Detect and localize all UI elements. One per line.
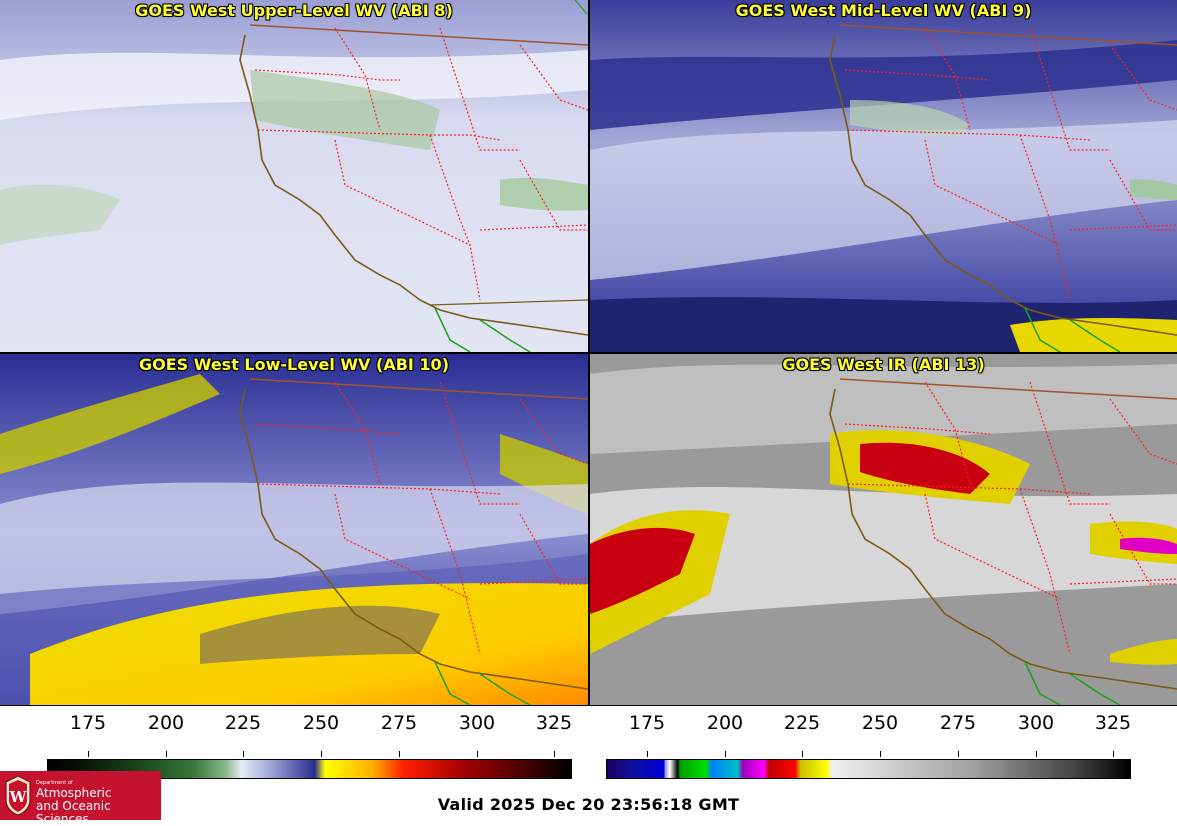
logo-line-1: Department of: [36, 780, 73, 786]
ir-color-scale: [606, 759, 1131, 779]
wv-tick-label: 175: [69, 712, 107, 734]
valid-time: Valid 2025 Dec 20 23:56:18 GMT: [437, 795, 740, 814]
panel-low-wv: GOES West Low-Level WV (ABI 10): [0, 354, 588, 705]
ir-tick-label: 300: [1017, 712, 1055, 734]
wv-tick-mark: [88, 751, 89, 757]
wv-tick-label: 300: [458, 712, 496, 734]
ir-tick-label: 275: [939, 712, 977, 734]
ir-image: [590, 354, 1177, 705]
logo-line-2: Atmospheric and Oceanic Sciences: [36, 787, 161, 826]
wv-tick-mark: [399, 751, 400, 757]
uw-crest-icon: W: [5, 775, 31, 816]
wv-tick-label: 200: [147, 712, 185, 734]
panel-title: GOES West Upper-Level WV (ABI 8): [135, 1, 453, 20]
ir-tick-mark: [1036, 751, 1037, 757]
wv-tick-label: 275: [380, 712, 418, 734]
wv-tick-mark: [243, 751, 244, 757]
wv-tick-mark: [321, 751, 322, 757]
low-wv-image: [0, 354, 588, 705]
ir-tick-mark: [725, 751, 726, 757]
wv-tick-mark: [166, 751, 167, 757]
ir-tick-label: 225: [783, 712, 821, 734]
wv-colorbar: 175 200 225 250 275 300 325: [47, 712, 572, 782]
ir-tick-mark: [802, 751, 803, 757]
ir-tick-mark: [880, 751, 881, 757]
ir-colorbar: 175 200 225 250 275 300 325: [606, 712, 1131, 782]
panel-ir: GOES West IR (ABI 13): [590, 354, 1177, 705]
panel-title: GOES West Mid-Level WV (ABI 9): [735, 1, 1032, 20]
upper-wv-image: [0, 0, 588, 352]
panel-upper-wv: GOES West Upper-Level WV (ABI 8): [0, 0, 588, 352]
horizontal-divider: [0, 352, 1177, 354]
panel-title: GOES West IR (ABI 13): [782, 355, 985, 374]
wv-color-scale: [47, 759, 572, 779]
svg-text:W: W: [9, 788, 28, 806]
logo-text-atmospheric: Atmospheric: [36, 786, 112, 800]
ir-tick-label: 325: [1094, 712, 1132, 734]
ir-tick-label: 175: [628, 712, 666, 734]
panel-mid-wv: GOES West Mid-Level WV (ABI 9): [590, 0, 1177, 352]
ir-tick-mark: [958, 751, 959, 757]
ir-tick-mark: [647, 751, 648, 757]
ir-tick-label: 200: [706, 712, 744, 734]
ir-tick-label: 250: [861, 712, 899, 734]
wv-tick-label: 250: [302, 712, 340, 734]
panel-title: GOES West Low-Level WV (ABI 10): [138, 355, 449, 374]
wv-tick-mark: [477, 751, 478, 757]
wv-tick-label: 325: [535, 712, 573, 734]
wv-tick-mark: [554, 751, 555, 757]
wv-tick-label: 225: [224, 712, 262, 734]
bottom-rule: [0, 705, 1177, 706]
mid-wv-image: [590, 0, 1177, 352]
ir-tick-mark: [1113, 751, 1114, 757]
aos-logo: W Department of Atmospheric and Oceanic …: [0, 771, 161, 826]
